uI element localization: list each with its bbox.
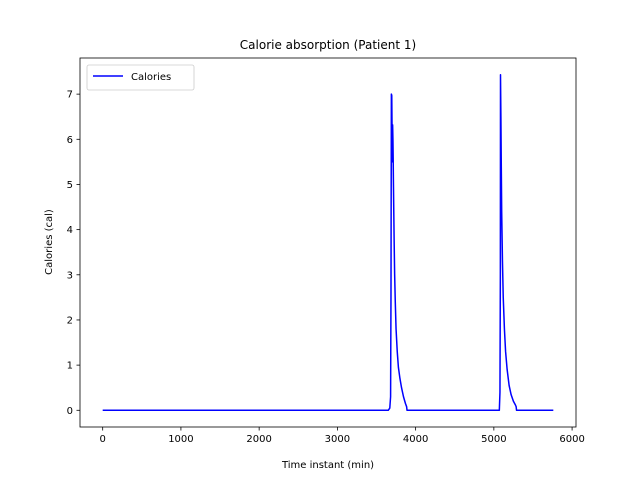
y-tick-label: 2: [67, 315, 73, 326]
x-tick-label: 5000: [481, 434, 506, 445]
x-tick-label: 1000: [168, 434, 193, 445]
x-tick-label: 2000: [246, 434, 271, 445]
legend-label-calories: Calories: [131, 72, 171, 83]
tick-layer: 0 1000 2000 3000 4000 5000 6000 0 1 2 3 4 5 6 7: [67, 90, 585, 445]
x-axis-label: Time instant (min): [281, 460, 374, 471]
y-tick-label: 7: [67, 90, 73, 101]
axes-frame: [79, 57, 577, 428]
y-tick-label: 4: [67, 225, 73, 236]
x-tick-label: 6000: [559, 434, 584, 445]
y-tick-label: 6: [67, 135, 73, 146]
y-tick-label: 0: [67, 406, 73, 417]
y-tick-label: 5: [67, 180, 73, 191]
plot-area: [102, 73, 554, 412]
legend-box: [86, 64, 195, 91]
series-line-calories: [102, 73, 554, 412]
x-tick-label: 3000: [325, 434, 350, 445]
y-tick-label: 1: [67, 361, 73, 372]
y-axis-label: Calories (cal): [44, 209, 55, 275]
legend: Calories: [86, 64, 195, 91]
y-tick-label: 3: [67, 270, 73, 281]
x-tick-label: 0: [100, 434, 106, 445]
chart-title: Calorie absorption (Patient 1): [240, 38, 416, 52]
x-tick-label: 4000: [403, 434, 428, 445]
